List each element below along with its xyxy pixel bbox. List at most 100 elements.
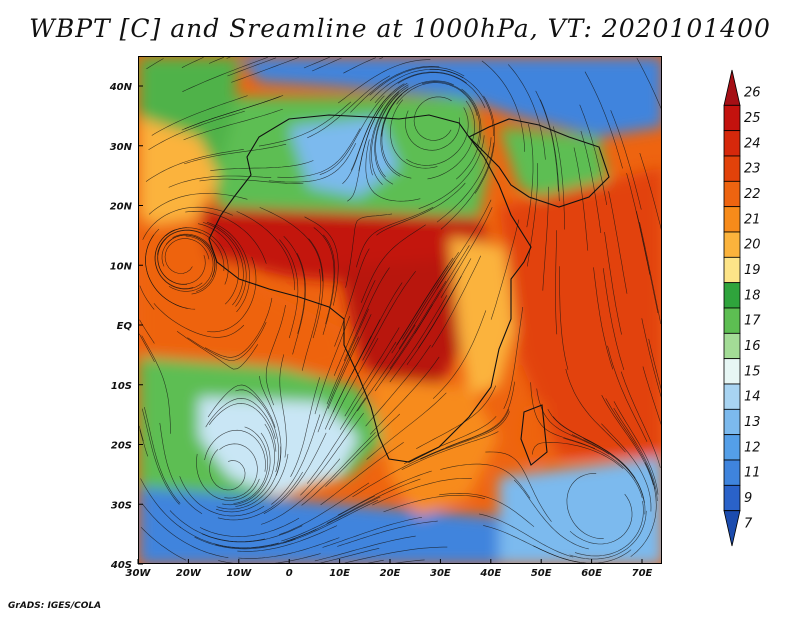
- streamline: [304, 216, 339, 306]
- streamline: [507, 64, 546, 160]
- streamline: [227, 57, 277, 77]
- streamline: [381, 94, 412, 179]
- streamline: [168, 175, 272, 188]
- streamline: [322, 234, 336, 335]
- streamline: [283, 499, 379, 544]
- streamline: [148, 110, 245, 151]
- arabia-coastline: [468, 118, 610, 208]
- streamline: [604, 231, 622, 335]
- colorbar-label: 14: [744, 390, 761, 405]
- streamline: [418, 135, 485, 209]
- streamline: [157, 230, 202, 285]
- streamline: [144, 407, 181, 504]
- lat-label: 10N: [110, 261, 133, 272]
- streamline: [401, 431, 499, 470]
- streamline: [569, 510, 647, 560]
- streamline: [182, 57, 268, 92]
- streamline: [222, 432, 271, 506]
- colorbar-label: 24: [744, 136, 761, 151]
- streamline: [263, 432, 327, 514]
- streamline: [413, 96, 452, 141]
- streamline: [279, 354, 287, 458]
- colorbar-label: 9: [744, 491, 752, 506]
- streamline: [141, 335, 171, 434]
- streamline: [238, 537, 340, 559]
- streamline: [179, 476, 265, 517]
- streamline: [322, 517, 422, 548]
- streamline: [427, 100, 475, 180]
- streamline: [184, 143, 287, 165]
- streamline: [580, 130, 602, 233]
- lat-label: 20N: [110, 202, 133, 213]
- streamline: [344, 327, 400, 417]
- streamline: [379, 57, 384, 60]
- colorbar-swatch: [723, 459, 741, 486]
- streamline: [181, 96, 281, 131]
- streamline: [199, 178, 304, 184]
- streamline: [636, 211, 659, 314]
- lon-label: 30E: [430, 568, 451, 579]
- streamline: [314, 315, 350, 415]
- streamline: [571, 434, 645, 503]
- streamline: [369, 66, 465, 96]
- streamline: [483, 525, 581, 563]
- streamline: [206, 222, 247, 307]
- streamline: [440, 463, 531, 499]
- streamline: [210, 160, 314, 171]
- streamline: [207, 256, 257, 333]
- streamline: [607, 345, 648, 442]
- lat-label: 40N: [109, 82, 133, 93]
- streamline: [205, 398, 276, 440]
- streamline: [226, 57, 231, 59]
- lat-label: 30N: [110, 142, 133, 153]
- streamline: [338, 59, 431, 104]
- streamline: [301, 268, 321, 371]
- streamline: [154, 227, 194, 289]
- streamline: [235, 389, 279, 473]
- streamline: [337, 470, 432, 516]
- streamline: [376, 182, 466, 236]
- colorbar-label: 15: [744, 364, 761, 379]
- streamline: [613, 407, 658, 502]
- lat-label: 20S: [111, 441, 132, 452]
- colorbar: 26 25 24 23 22 21 20 19 18 17 16 15 14 13 12 11 9 7: [723, 69, 761, 547]
- colorbar-label: 18: [744, 288, 761, 303]
- streamline: [268, 142, 357, 183]
- streamline: [286, 496, 381, 542]
- streamline: [445, 381, 515, 448]
- wbpt-field-svg: [139, 57, 661, 563]
- streamline: [601, 395, 654, 486]
- streamline: [369, 356, 440, 435]
- streamline: [339, 341, 397, 430]
- lon-label: 30W: [126, 568, 152, 579]
- streamline: [593, 267, 614, 370]
- streamline: [485, 451, 552, 522]
- lon-label: 10E: [329, 568, 350, 579]
- streamline: [164, 238, 210, 274]
- streamline: [396, 82, 478, 116]
- streamline: [145, 228, 188, 309]
- colorbar-label: 17: [744, 314, 761, 329]
- streamline: [563, 437, 643, 499]
- streamline: [145, 149, 244, 182]
- streamline: [146, 58, 164, 70]
- colorbar-bottom-arrow: [723, 510, 741, 547]
- colorbar-label: 11: [744, 466, 761, 481]
- map-plot-area[interactable]: [138, 56, 662, 564]
- streamline: [641, 318, 661, 398]
- streamline: [183, 108, 283, 141]
- streamline: [439, 492, 535, 527]
- streamline: [605, 398, 656, 490]
- streamline: [503, 306, 524, 410]
- lat-label: 30S: [111, 500, 132, 511]
- region-congo-basin-darkred: [339, 257, 479, 397]
- streamline: [140, 478, 181, 528]
- colorbar-label: 16: [744, 339, 761, 354]
- lat-label: EQ: [117, 321, 133, 332]
- colorbar-swatch: [723, 358, 741, 385]
- streamline: [324, 335, 372, 430]
- colorbar-label: 25: [744, 111, 761, 126]
- region-atlantic-northwest-yellow: [139, 117, 219, 227]
- colorbar-swatch: [723, 484, 741, 512]
- streamline: [292, 253, 306, 355]
